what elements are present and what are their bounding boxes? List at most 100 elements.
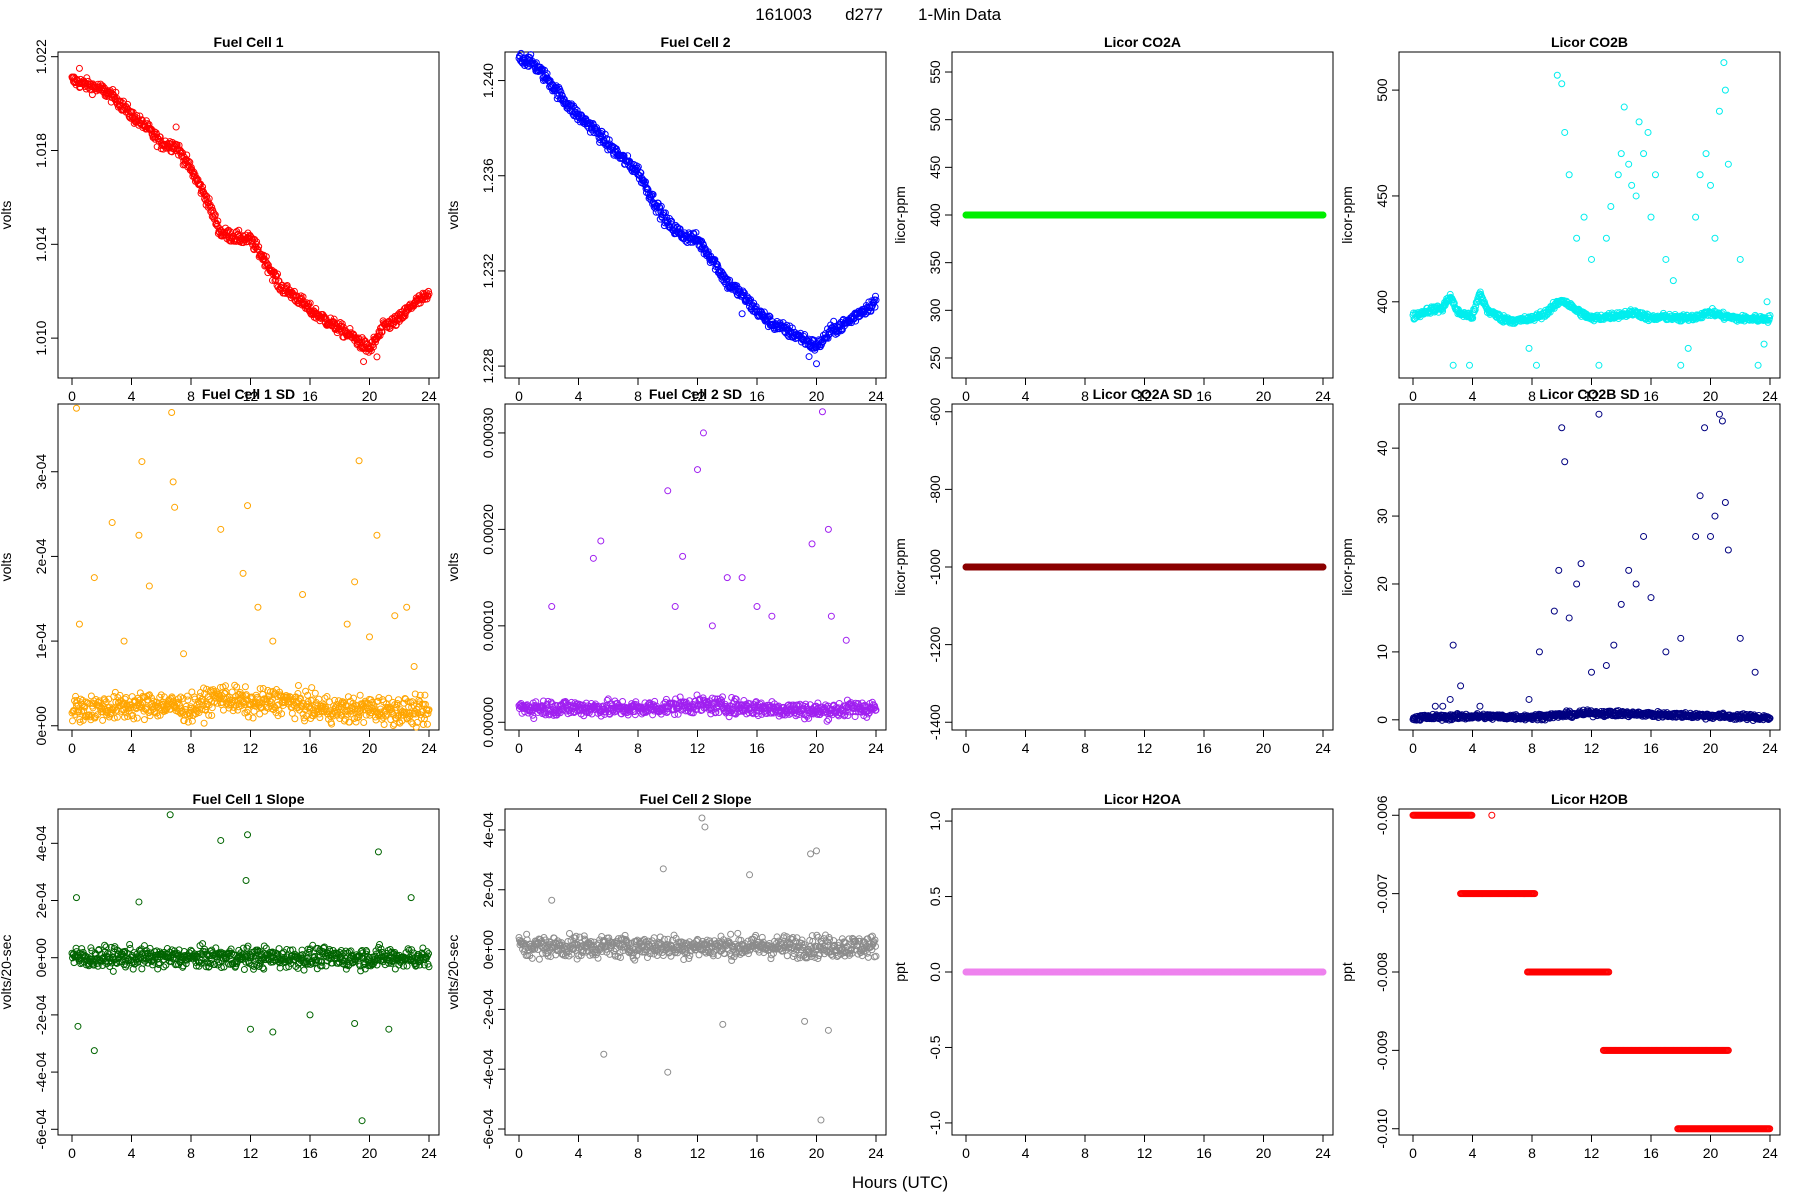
x-tick-label: 24 bbox=[1315, 740, 1331, 756]
data-point bbox=[306, 299, 314, 307]
outlier-point bbox=[824, 525, 832, 533]
y-tick-label: 1e-04 bbox=[33, 623, 49, 659]
data-point bbox=[421, 691, 429, 699]
y-axis-label: licor-ppm bbox=[892, 538, 908, 596]
data-point bbox=[88, 91, 96, 99]
x-tick-label: 24 bbox=[868, 388, 884, 404]
data-point bbox=[200, 719, 208, 727]
x-tick-label: 12 bbox=[690, 740, 706, 756]
x-tick-label: 4 bbox=[575, 388, 583, 404]
data-point bbox=[605, 136, 613, 144]
data-point bbox=[376, 332, 384, 340]
y-tick-label: 2e-04 bbox=[33, 538, 49, 574]
outlier-point bbox=[254, 603, 262, 611]
outlier-point bbox=[373, 353, 381, 361]
data-point bbox=[143, 120, 151, 128]
panel-title: Licor CO2A bbox=[1104, 34, 1181, 50]
data-point bbox=[299, 293, 307, 301]
outlier-point bbox=[1677, 361, 1685, 369]
x-tick-label: 0 bbox=[515, 388, 523, 404]
outlier-point bbox=[1724, 160, 1732, 168]
data-point bbox=[601, 130, 609, 138]
plot-frame bbox=[1398, 51, 1781, 379]
panel-title: Licor CO2B bbox=[1551, 34, 1628, 50]
outlier-point bbox=[120, 637, 128, 645]
data-point bbox=[830, 317, 838, 325]
outlier-point bbox=[1760, 340, 1768, 348]
y-tick-label: 500 bbox=[927, 108, 943, 132]
y-axis-label: volts bbox=[0, 553, 14, 582]
y-tick-label: 550 bbox=[927, 60, 943, 84]
data-point bbox=[308, 684, 316, 692]
data-point bbox=[127, 114, 135, 122]
data-point bbox=[667, 217, 675, 225]
outlier-point bbox=[171, 503, 179, 511]
y-tick-label: 1.236 bbox=[480, 158, 496, 193]
plot-frame bbox=[504, 51, 887, 379]
outlier-point bbox=[753, 603, 761, 611]
x-tick-label: 20 bbox=[1256, 388, 1272, 404]
x-tick-label: 4 bbox=[1022, 388, 1030, 404]
data-point bbox=[560, 95, 568, 103]
data-point bbox=[191, 171, 199, 179]
y-tick-label: 0.00030 bbox=[480, 407, 496, 458]
data-point bbox=[330, 315, 338, 323]
x-tick-label: 0 bbox=[515, 740, 523, 756]
data-point bbox=[424, 287, 432, 295]
data-point bbox=[211, 211, 219, 219]
outlier-point bbox=[145, 582, 153, 590]
y-tick-label: 500 bbox=[1374, 78, 1390, 102]
data-point bbox=[425, 290, 433, 298]
data-points bbox=[962, 211, 1327, 219]
outlier-point bbox=[1532, 361, 1540, 369]
data-point bbox=[360, 718, 368, 726]
data-point bbox=[214, 217, 222, 225]
data-point bbox=[274, 270, 282, 278]
x-tick-label: 24 bbox=[1762, 388, 1778, 404]
x-tick-label: 16 bbox=[302, 740, 318, 756]
outlier-point bbox=[1635, 118, 1643, 126]
outlier-point bbox=[1466, 361, 1474, 369]
x-tick-label: 12 bbox=[243, 740, 259, 756]
outlier-point bbox=[410, 662, 418, 670]
outlier-point bbox=[1692, 213, 1700, 221]
x-tick-label: 12 bbox=[690, 388, 706, 404]
y-tick-label: -600 bbox=[927, 398, 943, 426]
outlier-point bbox=[172, 123, 180, 131]
data-point bbox=[871, 292, 879, 300]
outlier-point bbox=[699, 429, 707, 437]
panel-title: Fuel Cell 2 SD bbox=[649, 386, 742, 402]
y-tick-label: 1.010 bbox=[33, 320, 49, 355]
data-point bbox=[692, 229, 700, 237]
x-tick-label: 16 bbox=[302, 388, 318, 404]
data-point bbox=[133, 714, 141, 722]
data-point bbox=[380, 720, 388, 728]
outlier-point bbox=[805, 353, 813, 361]
data-point bbox=[156, 133, 164, 141]
outlier-point bbox=[1647, 213, 1655, 221]
outlier-point bbox=[299, 591, 307, 599]
data-point bbox=[225, 226, 233, 234]
outlier-point bbox=[708, 622, 716, 630]
x-tick-label: 8 bbox=[187, 388, 195, 404]
outlier-point bbox=[1580, 213, 1588, 221]
y-tick-label: 1.022 bbox=[33, 39, 49, 74]
outlier-point bbox=[1702, 150, 1710, 158]
data-point bbox=[311, 689, 319, 697]
data-point bbox=[394, 696, 402, 704]
outlier-point bbox=[1617, 150, 1625, 158]
x-tick-label: 8 bbox=[634, 740, 642, 756]
data-points bbox=[68, 64, 433, 366]
data-point bbox=[69, 717, 77, 725]
x-tick-label: 4 bbox=[575, 740, 583, 756]
outlier-point bbox=[679, 552, 687, 560]
outlier-point bbox=[827, 612, 835, 620]
x-tick-label: 8 bbox=[1528, 388, 1536, 404]
outlier-point bbox=[813, 360, 820, 368]
data-point bbox=[872, 296, 880, 304]
outlier-point bbox=[589, 554, 597, 562]
x-tick-label: 12 bbox=[1137, 740, 1153, 756]
outlier-point bbox=[138, 458, 146, 466]
data-point bbox=[262, 253, 270, 261]
